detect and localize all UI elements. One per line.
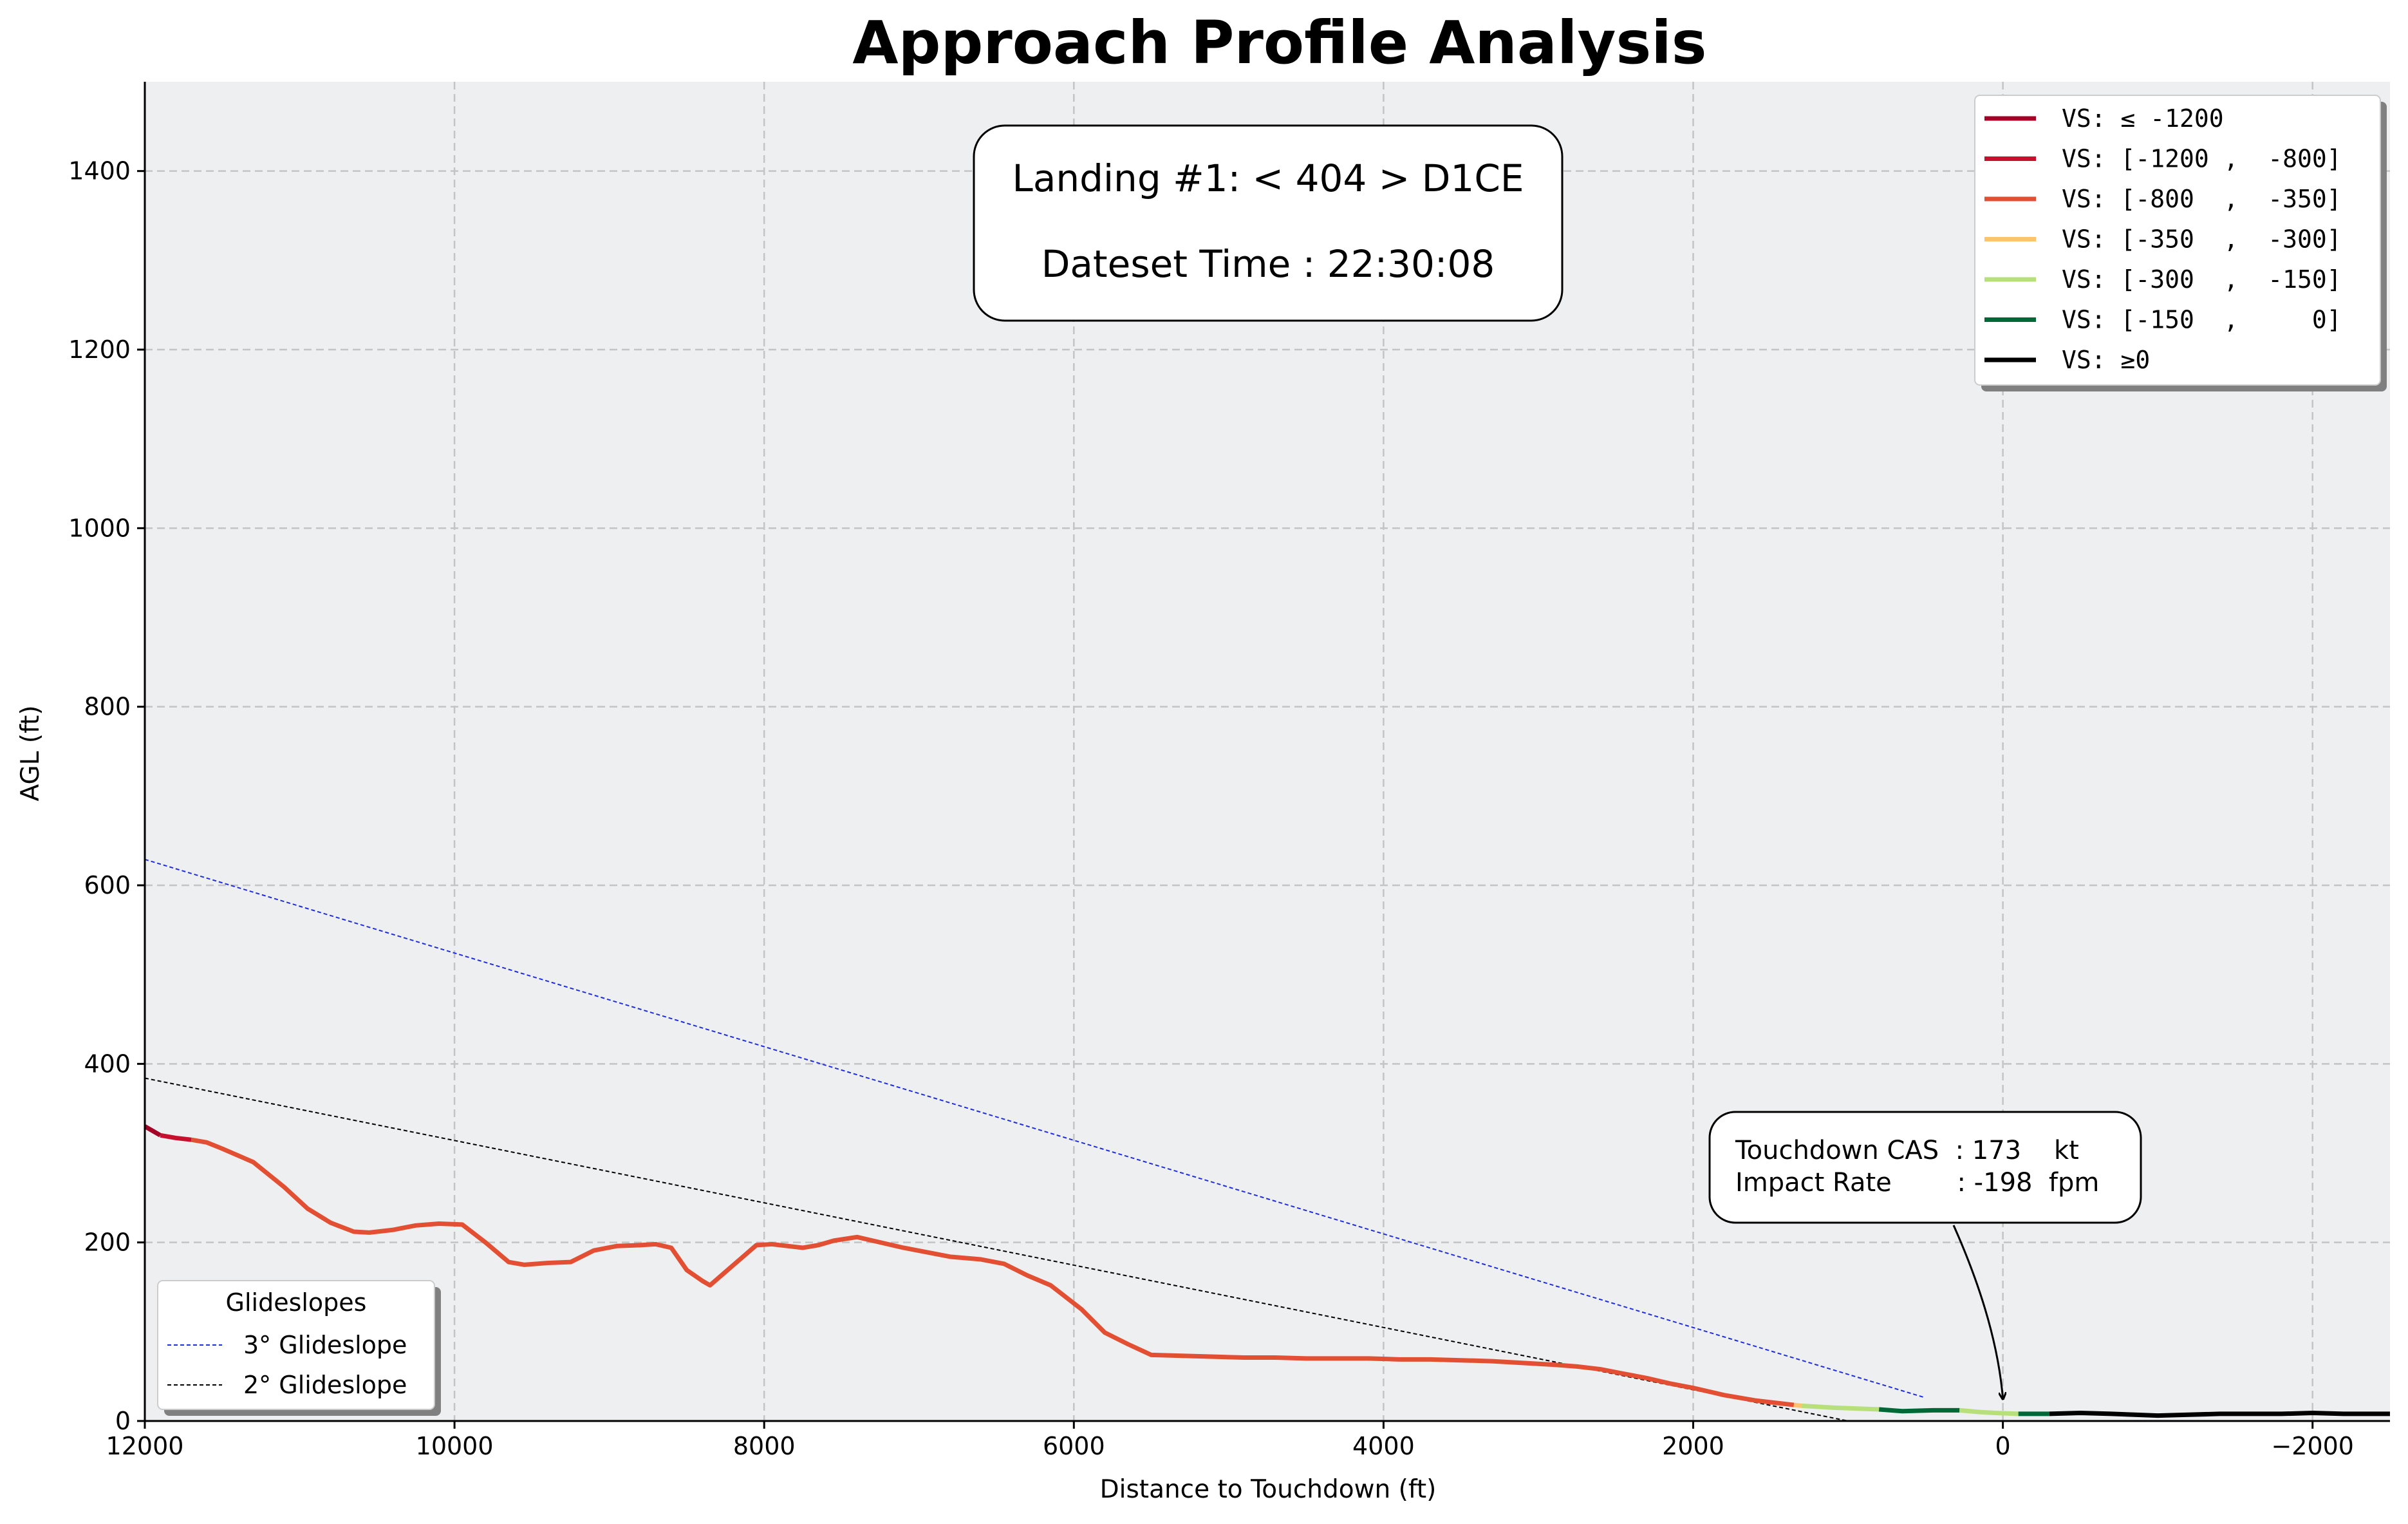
chart-title: Approach Profile Analysis: [852, 8, 1706, 77]
y-tick-label: 600: [84, 871, 131, 899]
glideslope-3deg-line: [144, 858, 1926, 1398]
vs-legend-label: VS: [-800 , -350]: [2062, 185, 2342, 213]
y-axis-ticks: 0 200 400 600 800 1000 1200 1400: [68, 157, 145, 1435]
landing-info-box: Landing #1: < 404 > D1CE Dateset Time : …: [973, 124, 1563, 322]
y-axis-label: AGL (ft): [16, 705, 45, 801]
glideslope-lines: [144, 858, 1926, 1422]
glideslope-legend: Glideslopes 3° Glideslope 2° Glideslope: [157, 1280, 441, 1416]
x-tick-label: 10000: [416, 1432, 494, 1460]
series-line: [144, 1124, 162, 1138]
landing-id-text: Landing #1: < 404 > D1CE: [1013, 156, 1524, 200]
x-axis-ticks: 12000 10000 8000 6000 4000 2000 0 −2000: [106, 1421, 2354, 1460]
series-line: [160, 1133, 192, 1142]
vs-legend-label: VS: [-1200 , -800]: [2062, 145, 2342, 173]
touchdown-cas-text: Touchdown CAS : 173 kt: [1735, 1136, 2079, 1165]
x-tick-label: 8000: [733, 1432, 796, 1460]
series-line: [1793, 1402, 1802, 1408]
y-tick-label: 800: [84, 693, 131, 721]
axes: [144, 82, 2390, 1422]
glideslope-legend-label: 3° Glideslope: [243, 1331, 407, 1359]
dataset-time-text: Dateset Time : 22:30:08: [1041, 242, 1495, 286]
impact-rate-text: Impact Rate : -198 fpm: [1735, 1168, 2099, 1198]
x-tick-label: −2000: [2271, 1432, 2354, 1460]
vs-legend-label: VS: [-150 , 0]: [2062, 306, 2342, 334]
touchdown-annotation: Touchdown CAS : 173 kt Impact Rate : -19…: [1708, 1111, 2142, 1398]
vs-legend-label: VS: ≤ -1200: [2062, 104, 2224, 133]
vs-legend-label: VS: [-300 , -150]: [2062, 265, 2342, 294]
x-tick-label: 4000: [1352, 1432, 1415, 1460]
glideslope-legend-title: Glideslopes: [226, 1288, 367, 1317]
glideslope-legend-label: 2° Glideslope: [243, 1371, 407, 1399]
x-axis-label: Distance to Touchdown (ft): [1100, 1475, 1437, 1504]
y-tick-label: 1000: [68, 514, 131, 542]
vs-legend-label: VS: ≥0: [2062, 346, 2150, 374]
x-tick-label: 2000: [1662, 1432, 1724, 1460]
y-tick-label: 400: [84, 1049, 131, 1078]
series-line: [2049, 1411, 2390, 1418]
y-tick-label: 200: [84, 1228, 131, 1257]
x-tick-label: 12000: [106, 1432, 184, 1460]
x-tick-label: 0: [1995, 1432, 2011, 1460]
y-tick-label: 1200: [68, 335, 131, 364]
annotation-arrow: [1952, 1225, 2003, 1398]
series-line: [191, 1137, 1795, 1407]
series-line: [1878, 1407, 1960, 1414]
vs-legend: VS: ≤ -1200 VS: [-1200 , -800] VS: [-800 ,…: [1974, 95, 2387, 391]
x-tick-label: 6000: [1043, 1432, 1105, 1460]
y-tick-label: 1400: [68, 157, 131, 185]
series-line: [1959, 1407, 2019, 1416]
y-tick-label: 0: [115, 1407, 131, 1435]
approach-path: [144, 1124, 2390, 1418]
series-line: [1801, 1403, 1880, 1412]
vs-legend-label: VS: [-350 , -300]: [2062, 225, 2342, 254]
